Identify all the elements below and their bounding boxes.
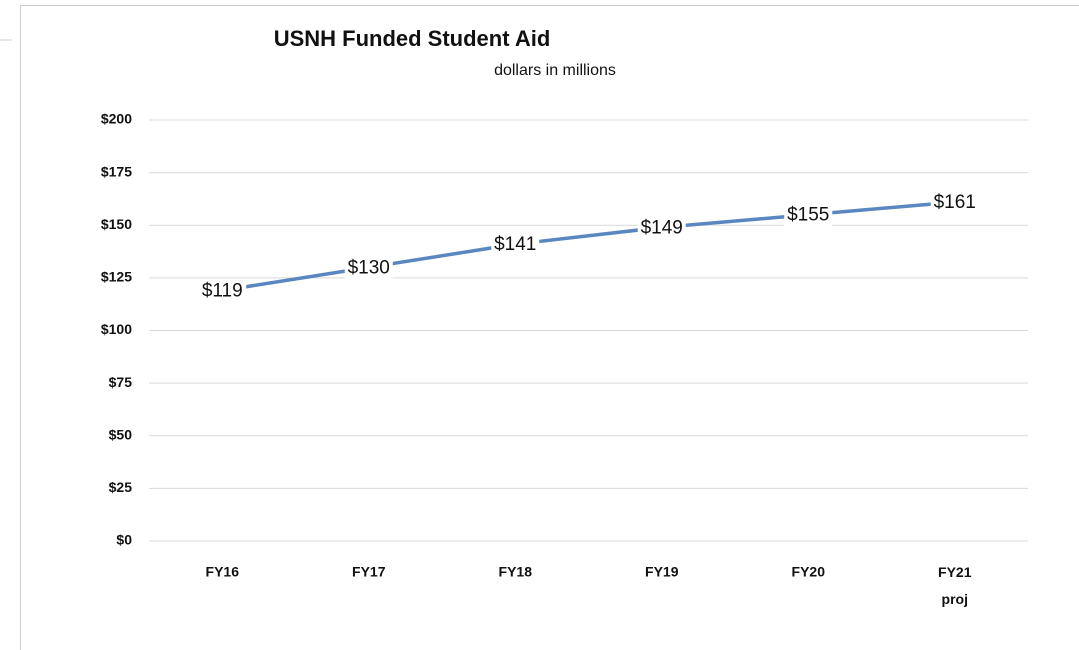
value-label-bg (930, 190, 979, 215)
x-tick-label: FY20 (792, 564, 826, 580)
y-tick-label: $150 (101, 216, 132, 232)
x-tick-label: FY18 (499, 564, 533, 580)
value-label: $161 (934, 192, 976, 213)
y-tick-label: $125 (101, 269, 132, 285)
value-label: $130 (348, 257, 390, 278)
value-label: $141 (494, 234, 536, 255)
x-tick-label: FY17 (352, 564, 386, 580)
chart-frame (20, 5, 1079, 650)
y-tick-label: $25 (109, 479, 133, 495)
chart-title: USNH Funded Student Aid (274, 26, 551, 51)
value-label: $155 (787, 205, 829, 226)
chart-subtitle: dollars in millions (494, 62, 616, 79)
y-tick-label: $175 (101, 163, 132, 179)
y-tick-label: $200 (101, 111, 132, 127)
y-tick-label: $100 (101, 321, 132, 337)
x-tick-label-line: proj (942, 591, 968, 607)
value-label: $119 (202, 281, 243, 302)
y-tick-label: $50 (109, 426, 133, 442)
value-label-bg (344, 255, 393, 280)
y-tick-label: $0 (116, 532, 132, 548)
value-label-bg (198, 278, 247, 303)
x-tick-label-line: FY21 (938, 564, 972, 580)
value-label-bg (491, 232, 540, 257)
x-tick-label: FY19 (645, 564, 679, 580)
y-tick-label: $75 (109, 374, 133, 390)
value-label-bg (637, 215, 686, 240)
x-tick-label: FY16 (206, 564, 240, 580)
value-label-bg (784, 202, 833, 227)
line (221, 200, 955, 293)
value-label: $149 (641, 217, 683, 238)
x-tick-label: FY21 proj (938, 564, 972, 607)
